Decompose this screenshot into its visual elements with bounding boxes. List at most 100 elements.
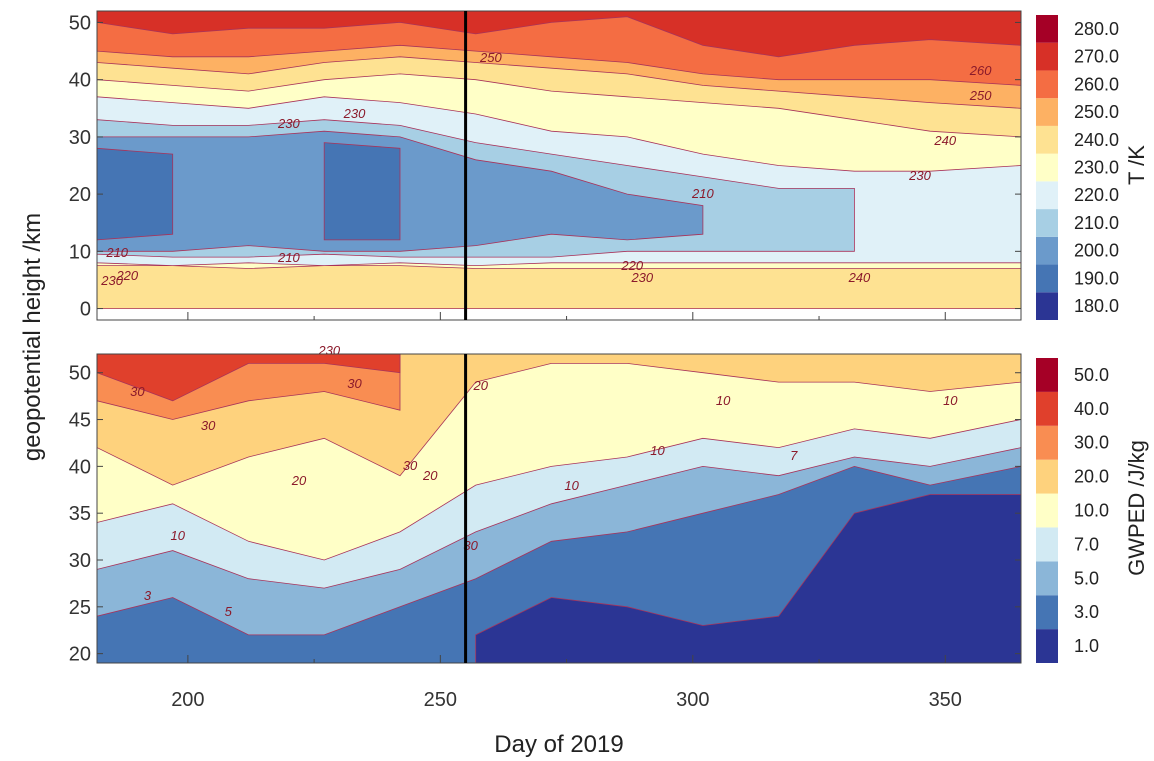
colorbar-label: 1.0 [1074,636,1099,656]
contour-label: 7 [790,448,798,463]
y-tick-label: 30 [69,550,91,572]
temperature-panel: 2302202102102202302102202302402302402502… [69,10,1022,375]
temperature-contour-fill [97,11,1021,309]
colorbar-swatch [1036,236,1058,265]
colorbar-swatch [1036,358,1058,392]
y-tick-label: 25 [69,597,91,619]
colorbar-label: 240.0 [1074,130,1119,150]
y-tick-label: 40 [69,70,91,92]
y-axis-title: geopotential height /km [19,213,46,461]
contour-label: 10 [171,528,186,543]
colorbar-label: 40.0 [1074,399,1109,419]
contour-label: 230 [277,116,300,131]
contour-label: 10 [943,393,958,408]
colorbar-label: 30.0 [1074,433,1109,453]
contour-band-190 [97,147,174,241]
colorbar-label: 210.0 [1074,213,1119,233]
colorbar-swatch [1036,153,1058,182]
contour-label: 20 [422,468,438,483]
gwped-colorbar-title: GWPED /J/kg [1124,440,1149,576]
colorbar-label: 180.0 [1074,296,1119,316]
colorbar-label: 50.0 [1074,365,1109,385]
colorbar-swatch [1036,98,1058,126]
contour-label: 30 [463,538,478,553]
gwped-colorbar: 1.0 3.0 5.0 7.0 10.0 20.0 30.0 40.0 50.0 [1036,358,1109,663]
contour-label: 210 [691,186,714,201]
colorbar-swatch [1036,391,1058,426]
contour-band-190 [323,142,401,241]
colorbar-swatch [1036,125,1058,154]
contour-label: 210 [277,250,300,265]
temperature-colorbar: 180.0 190.0 200.0 210.0 220.0 230.0 240.0 250.0… [1036,15,1119,320]
colorbar-label: 280.0 [1074,19,1119,39]
colorbar-label: 3.0 [1074,602,1099,622]
y-tick-label: 40 [69,456,91,478]
x-tick-label: 200 [171,689,204,711]
contour-label: 260 [969,63,992,78]
contour-label: 220 [115,268,138,283]
contour-label: 240 [933,133,956,148]
y-tick-label: 50 [69,12,91,34]
colorbar-swatch [1036,292,1058,320]
gwped-contour-labels: 30 30 30 20 30 30 10 20 20 10 10 10 10 7 5 3 [130,376,958,619]
contour-label: 20 [291,473,307,488]
colorbar-label: 260.0 [1074,74,1119,94]
contour-label: 230 [100,273,123,288]
colorbar-swatch [1036,561,1058,596]
x-tick-label: 350 [929,689,962,711]
colorbar-label: 200.0 [1074,241,1119,261]
y-tick-label: 20 [69,184,91,206]
contour-band-270 [97,11,1021,58]
contour-label: 220 [620,258,643,273]
y-tick-label: 30 [69,127,91,149]
contour-label: 10 [650,443,665,458]
contour-label: 230 [630,270,653,285]
contour-label: 10 [716,393,731,408]
colorbar-swatch [1036,527,1058,562]
colorbar-swatch [1036,181,1058,210]
colorbar-swatch [1036,209,1058,237]
contour-label: 210 [105,245,128,260]
colorbar-label: 270.0 [1074,47,1119,67]
gwped-contour-fill [97,354,1021,663]
temperature-y-axis: 0 10 20 30 40 50 [69,12,1021,321]
colorbar-swatch [1036,264,1058,293]
contour-label: 230 [343,106,366,121]
contour-band-40 [97,354,401,402]
y-tick-label: 35 [69,503,91,525]
colorbar-swatch [1036,493,1058,528]
contour-label: 30 [347,376,362,391]
contour-band-240 [97,265,1021,309]
temperature-colorbar-title: T /K [1124,145,1149,185]
colorbar-label: 250.0 [1074,102,1119,122]
contour-label: 240 [848,270,871,285]
y-tick-label: 20 [69,644,91,666]
colorbar-swatch [1036,42,1058,71]
contour-label: 30 [403,458,418,473]
contour-label: 10 [564,478,579,493]
colorbar-label: 10.0 [1074,501,1109,521]
x-tick-label: 300 [676,689,709,711]
x-axis-title: Day of 2019 [494,731,623,758]
contour-label: 250 [969,88,992,103]
colorbar-label: 230.0 [1074,158,1119,178]
gwped-panel: 30 30 30 20 30 30 10 20 20 10 10 10 10 7 5 3 20 25 30 35 40… [69,353,1022,711]
y-tick-label: 10 [69,241,91,263]
contour-label: 5 [225,604,233,619]
colorbar-swatch [1036,595,1058,630]
colorbar-label: 7.0 [1074,534,1099,554]
colorbar-label: 190.0 [1074,268,1119,288]
colorbar-swatch [1036,15,1058,43]
y-tick-label: 0 [80,299,91,321]
gwped-x-axis: 200 250 300 350 [171,655,962,711]
colorbar-label: 20.0 [1074,467,1109,487]
temperature-x-ticks [187,312,946,320]
contour-label: 230 [908,168,931,183]
y-tick-label: 45 [69,410,91,432]
colorbar-label: 220.0 [1074,185,1119,205]
contour-label: 30 [130,384,145,399]
contour-band-1 [475,494,1021,663]
contour-label: 250 [479,50,502,65]
